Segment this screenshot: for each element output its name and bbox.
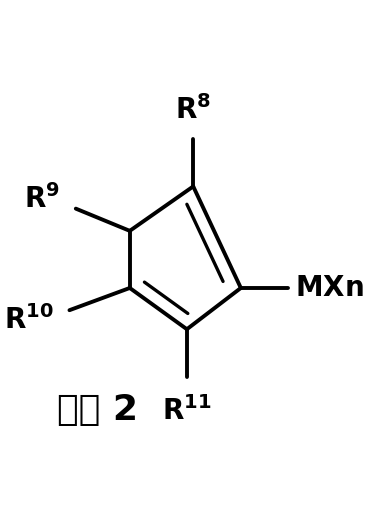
Text: $\mathbf{R^9}$: $\mathbf{R^9}$	[24, 184, 60, 214]
Text: $\mathbf{R^{11}}$: $\mathbf{R^{11}}$	[162, 396, 212, 426]
Text: 通式 2: 通式 2	[57, 393, 138, 427]
Text: $\mathbf{R^{10}}$: $\mathbf{R^{10}}$	[4, 305, 54, 335]
Text: $\mathbf{MXn}$: $\mathbf{MXn}$	[295, 274, 363, 302]
Text: $\mathbf{R^8}$: $\mathbf{R^8}$	[175, 94, 211, 125]
